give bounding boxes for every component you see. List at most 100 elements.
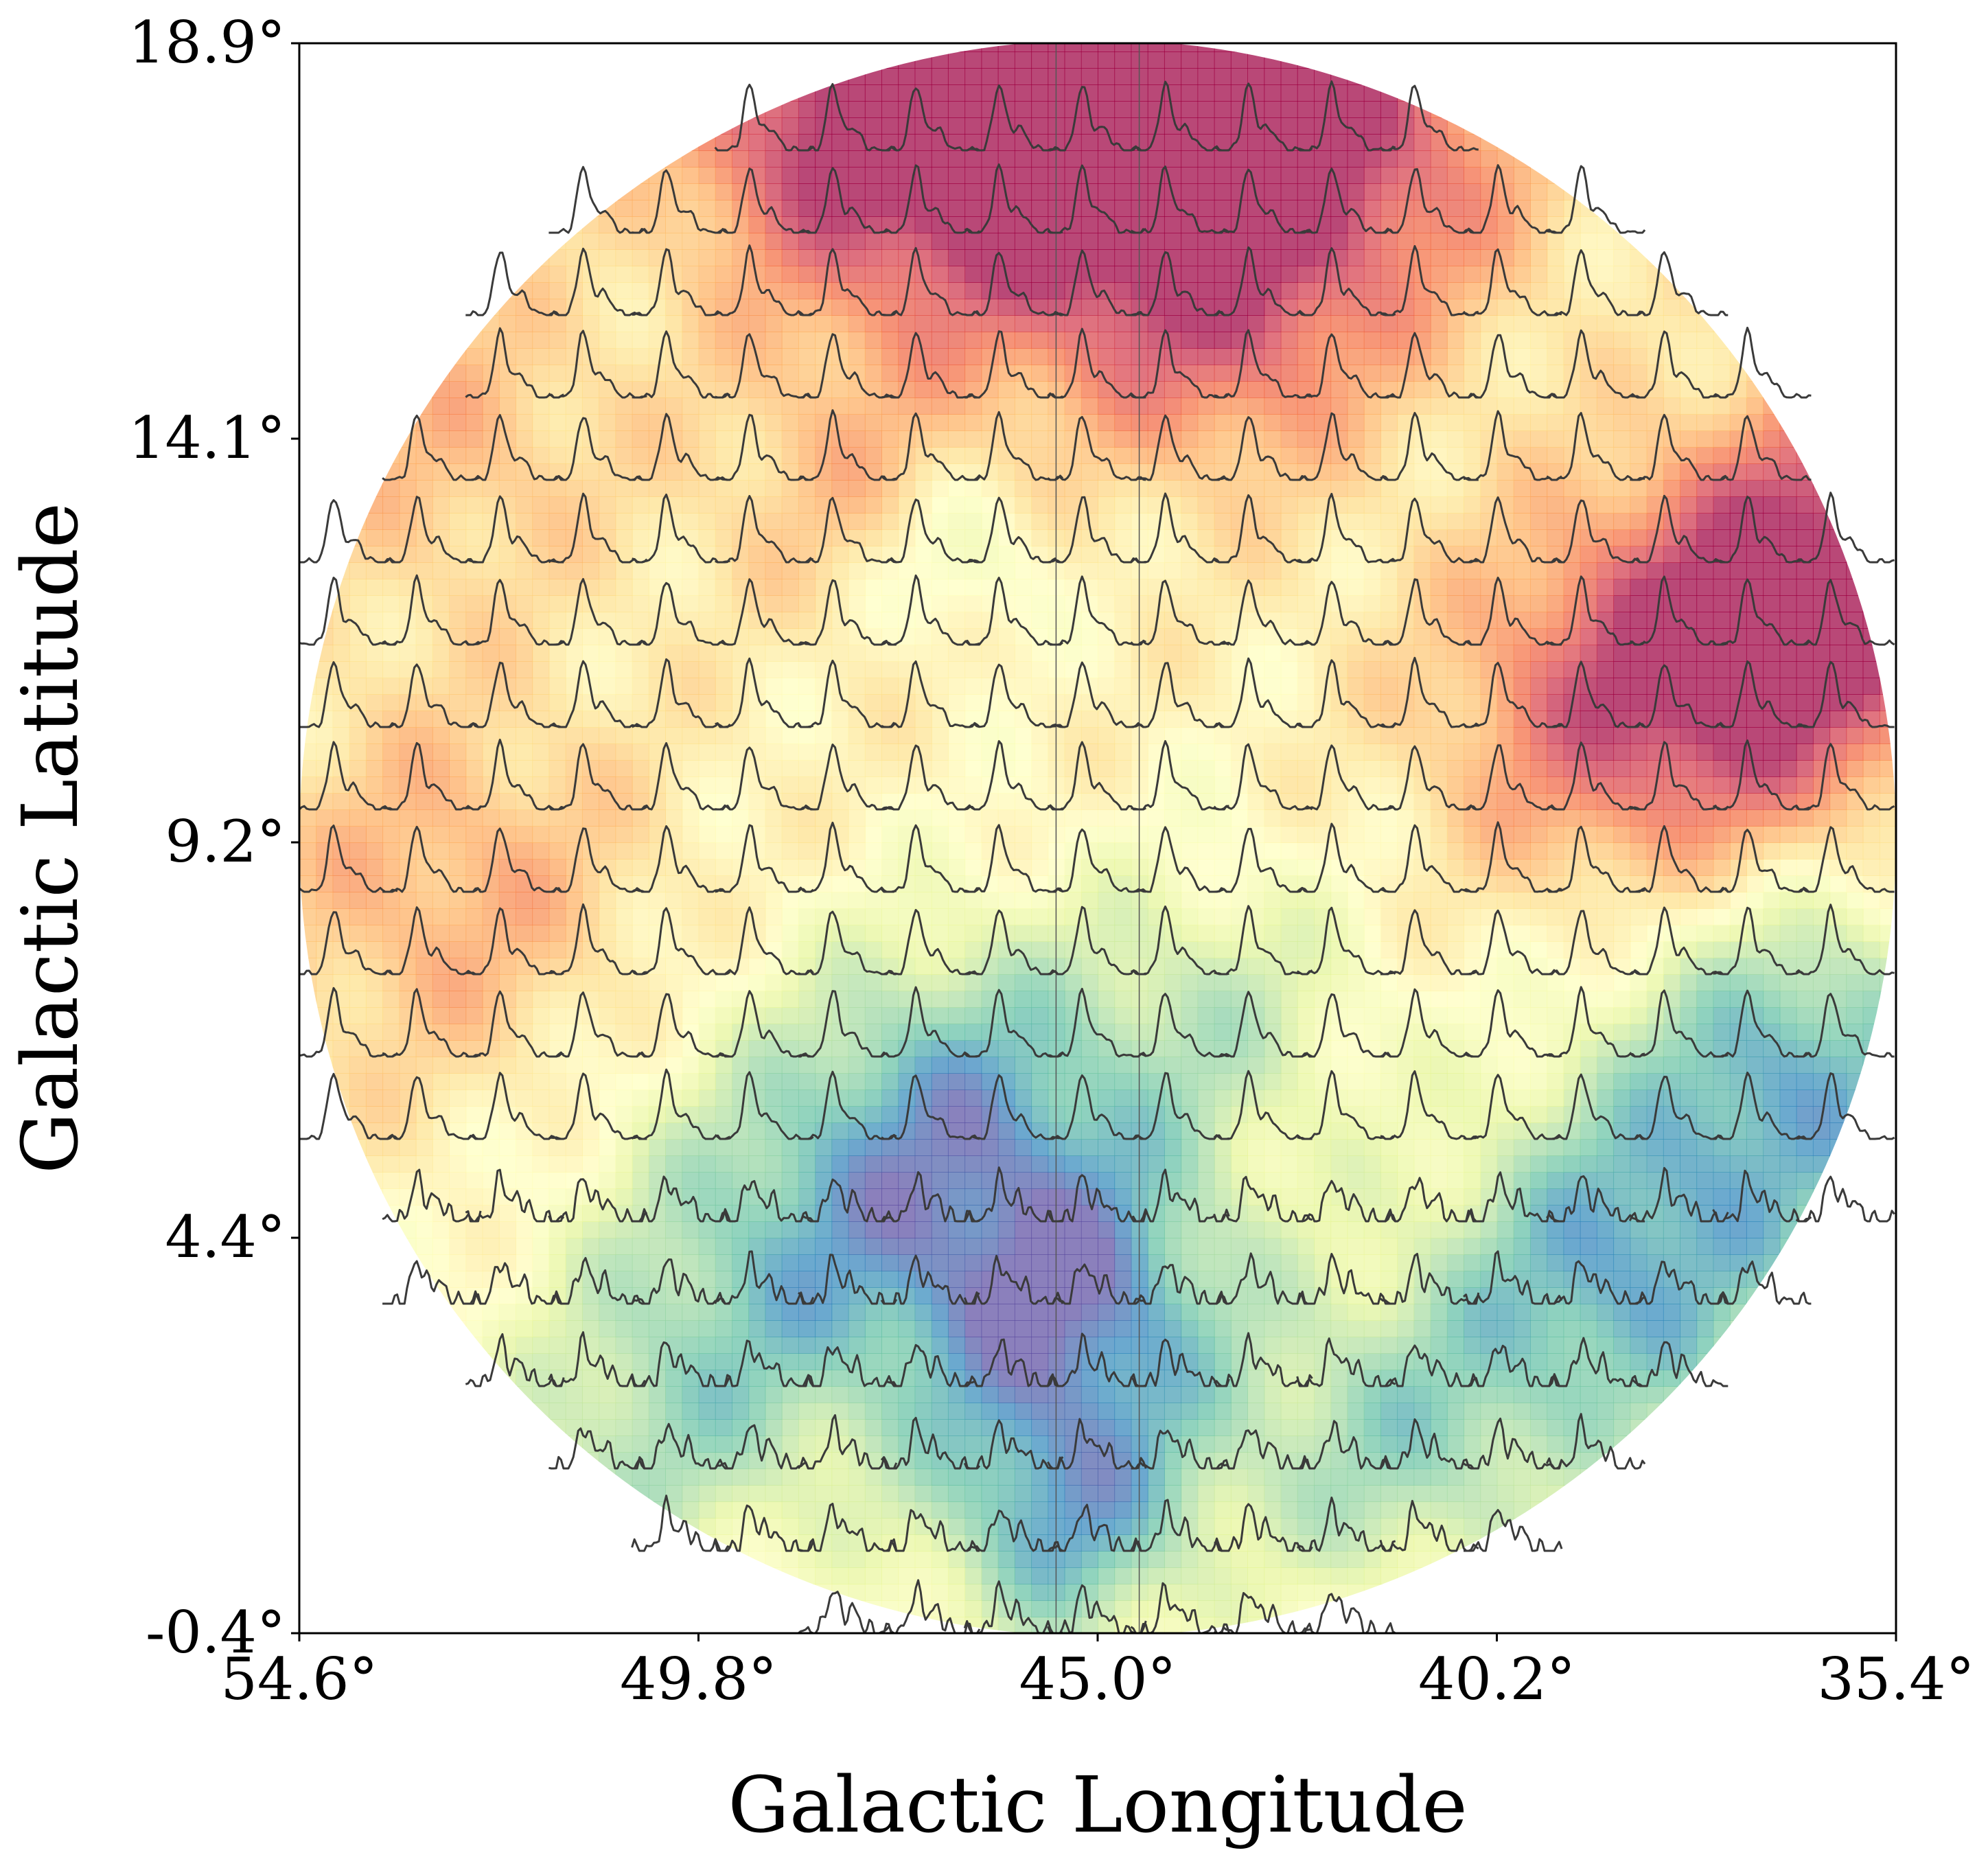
heatmap-cell (1713, 1106, 1731, 1123)
heatmap-cell (581, 1501, 600, 1519)
heatmap-cell (1879, 1435, 1896, 1453)
heatmap-cell (1513, 908, 1531, 925)
heatmap-cell (848, 1221, 866, 1238)
heatmap-cell (1547, 1007, 1564, 1024)
heatmap-cell (1879, 809, 1896, 827)
heatmap-cell (1829, 1337, 1847, 1354)
heatmap-cell (548, 1403, 566, 1420)
heatmap-cell (1181, 1024, 1199, 1041)
heatmap-cell (1430, 1584, 1448, 1601)
heatmap-cell (1031, 1584, 1049, 1601)
heatmap-cell (1280, 1024, 1298, 1041)
heatmap-cell (498, 1271, 516, 1288)
heatmap-cell (1763, 1419, 1781, 1436)
heatmap-cell (964, 1089, 982, 1107)
heatmap-cell (1613, 1221, 1631, 1238)
heatmap-cell (1846, 892, 1864, 909)
heatmap-cell (997, 1304, 1015, 1321)
heatmap-cell (449, 1337, 467, 1354)
heatmap-cell (1547, 1435, 1564, 1453)
heatmap-cell (1297, 1468, 1315, 1486)
heatmap-cell (1297, 991, 1315, 1008)
heatmap-cell (382, 1089, 400, 1107)
heatmap-cell (498, 1205, 516, 1222)
heatmap-cell (1197, 892, 1215, 909)
heatmap-cell (1214, 1238, 1232, 1255)
heatmap-cell (565, 892, 583, 909)
heatmap-cell (815, 1007, 833, 1024)
heatmap-cell (1014, 793, 1032, 810)
heatmap-cell (599, 925, 616, 942)
heatmap-cell (465, 1518, 483, 1535)
heatmap-cell (1862, 1518, 1880, 1535)
heatmap-cell (881, 974, 899, 991)
heatmap-cell (997, 1238, 1015, 1255)
heatmap-cell (449, 974, 467, 991)
heatmap-cell (1446, 1353, 1464, 1370)
heatmap-cell (632, 1155, 649, 1173)
heatmap-cell (1580, 1584, 1597, 1601)
heatmap-cell (1280, 1403, 1298, 1420)
heatmap-cell (931, 925, 949, 942)
heatmap-cell (1796, 1534, 1814, 1552)
heatmap-cell (1480, 1221, 1498, 1238)
heatmap-cell (1812, 760, 1831, 777)
heatmap-cell (1563, 1584, 1581, 1601)
heatmap-cell (449, 1007, 467, 1024)
heatmap-cell (831, 991, 849, 1008)
heatmap-cell (798, 1073, 816, 1090)
heatmap-cell (365, 1238, 384, 1255)
heatmap-cell (632, 1024, 649, 1041)
heatmap-cell (1181, 1419, 1199, 1436)
heatmap-cell (1297, 908, 1315, 925)
heatmap-cell (432, 974, 450, 991)
heatmap-cell (1314, 1221, 1332, 1238)
heatmap-cell (1464, 842, 1481, 860)
heatmap-cell (415, 1386, 433, 1403)
heatmap-cell (682, 1007, 700, 1024)
heatmap-cell (1663, 1567, 1680, 1584)
heatmap-cell (1197, 1007, 1215, 1024)
heatmap-cell (848, 1254, 866, 1271)
heatmap-cell (1464, 1600, 1481, 1617)
heatmap-cell (1663, 1320, 1680, 1337)
heatmap-cell (1114, 1337, 1132, 1354)
heatmap-cell (831, 793, 849, 810)
heatmap-cell (498, 1122, 516, 1140)
heatmap-cell (548, 1271, 566, 1288)
heatmap-cell (632, 1485, 649, 1502)
heatmap-cell (1347, 991, 1365, 1008)
heatmap-cell (765, 1468, 783, 1486)
heatmap-cell (332, 809, 350, 827)
heatmap-cell (1513, 1139, 1531, 1156)
heatmap-cell (1264, 1172, 1282, 1189)
heatmap-cell (781, 925, 799, 942)
heatmap-cell (1779, 892, 1797, 909)
heatmap-cell (1031, 1188, 1049, 1206)
heatmap-cell (1031, 1073, 1049, 1090)
heatmap-cell (682, 908, 700, 925)
heatmap-cell (1530, 1007, 1548, 1024)
heatmap-cell (1613, 925, 1631, 942)
heatmap-cell (332, 1370, 350, 1387)
heatmap-cell (1264, 1106, 1282, 1123)
heatmap-cell (1547, 1089, 1564, 1107)
heatmap-cell (1646, 1551, 1664, 1568)
heatmap-cell (581, 974, 600, 991)
heatmap-cell (1613, 1172, 1631, 1189)
heatmap-cell (665, 1155, 683, 1173)
heatmap-cell (1513, 1567, 1531, 1584)
heatmap-cell (1779, 1007, 1797, 1024)
heatmap-cell (1397, 1485, 1415, 1502)
heatmap-cell (1496, 1238, 1514, 1255)
heatmap-cell (1547, 1155, 1564, 1173)
heatmap-cell (1713, 1501, 1731, 1519)
heatmap-cell (516, 1551, 533, 1568)
heatmap-cell (1280, 776, 1298, 794)
heatmap-cell (532, 1353, 550, 1370)
heatmap-cell (1397, 1567, 1415, 1584)
heatmap-cell (1230, 1551, 1248, 1568)
heatmap-cell (798, 974, 816, 991)
heatmap-cell (748, 974, 766, 991)
heatmap-cell (1147, 1386, 1165, 1403)
